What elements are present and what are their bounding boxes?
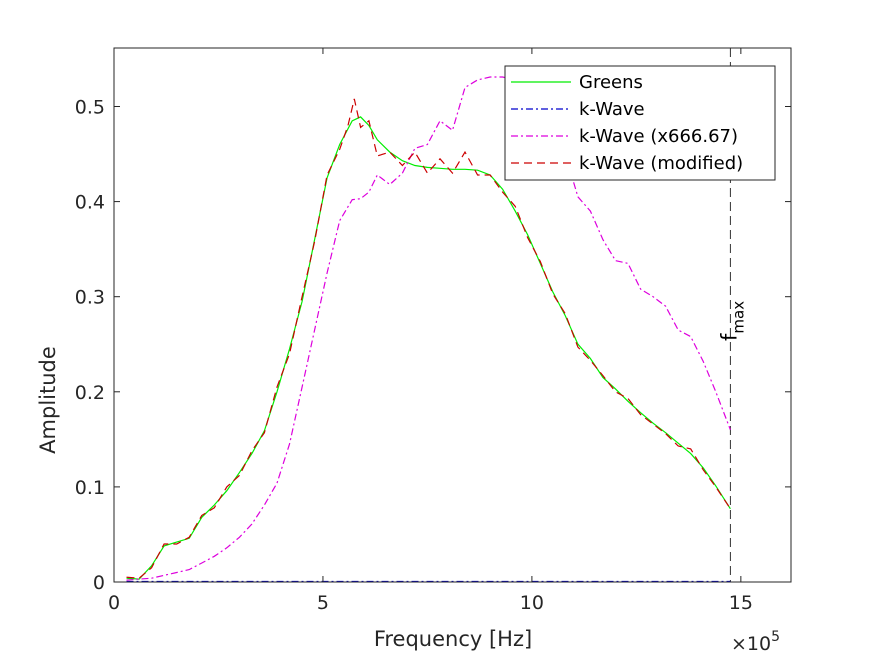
legend-label-0: Greens (579, 72, 643, 93)
series-line-0 (126, 116, 731, 580)
y-tick-label: 0 (93, 572, 105, 594)
x-axis-label: Frequency [Hz] (374, 627, 532, 651)
y-tick-label: 0.5 (75, 96, 105, 118)
x-tick-label: 10 (520, 592, 544, 614)
legend-label-3: k-Wave (modified) (579, 153, 743, 174)
y-tick-label: 0.3 (75, 287, 105, 309)
legend-label-1: k-Wave (579, 99, 645, 120)
x-tick-label: 0 (108, 592, 120, 614)
legend-label-2: k-Wave (x666.67) (579, 126, 738, 147)
x-tick-label: 5 (317, 592, 329, 614)
axes-box (113, 47, 792, 583)
y-tick-label: 0.4 (75, 192, 105, 214)
y-tick-label: 0.2 (75, 382, 105, 404)
y-tick-label: 0.1 (75, 477, 105, 499)
y-axis-label: Amplitude (36, 346, 60, 454)
ticks-layer: 0 5 10 15 0 0.1 0.2 0.3 0.4 0.5 (75, 48, 791, 614)
legend: Greens k-Wave k-Wave (x666.67) k-Wave (modi… (504, 65, 776, 181)
legend-box (504, 65, 776, 181)
x-exponent-label: ×105 (731, 629, 780, 655)
series-line-2 (126, 76, 731, 581)
x-tick-label: 15 (729, 592, 753, 614)
fmax-label: fmax (717, 301, 747, 341)
